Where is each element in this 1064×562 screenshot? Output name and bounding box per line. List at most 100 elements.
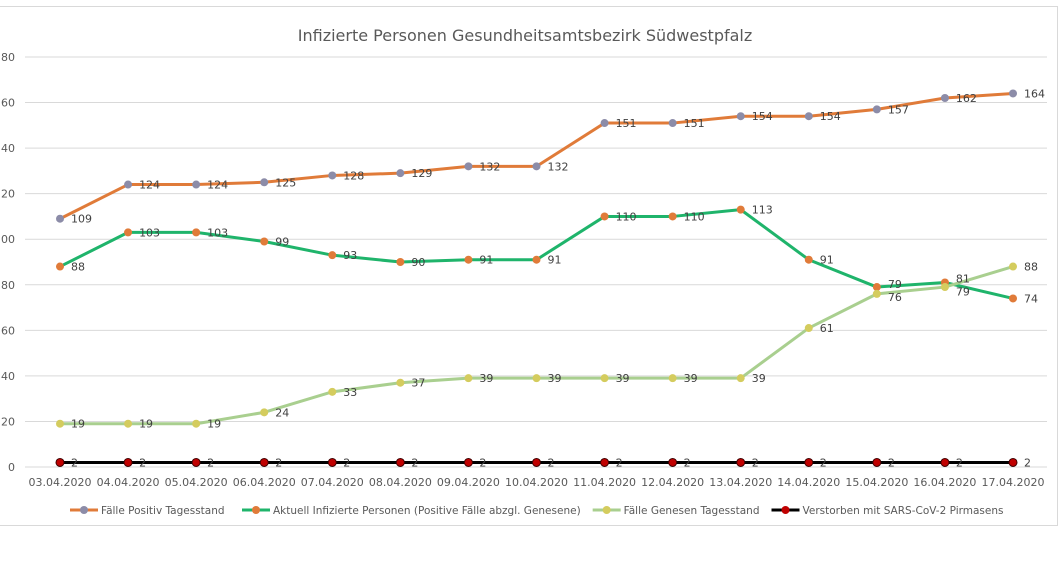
legend-item[interactable]: Fälle Positiv Tagesstand	[70, 505, 225, 517]
data-point	[804, 457, 814, 467]
data-point	[259, 457, 269, 467]
data-label: 103	[207, 226, 228, 239]
data-point	[804, 255, 813, 264]
data-point	[1009, 262, 1017, 271]
legend-label: Aktuell Infizierte Personen (Positive Fä…	[273, 505, 581, 517]
legend: Fälle Positiv Tagesstand Aktuell Infizier…	[70, 505, 1003, 517]
data-point	[532, 457, 541, 467]
data-point	[260, 178, 269, 187]
data-label: 61	[820, 322, 834, 335]
data-point	[328, 171, 337, 180]
data-point	[123, 457, 133, 467]
line-chart: Infizierte Personen Gesundheitsamtsbezir…	[0, 26, 1047, 517]
data-label: 124	[139, 179, 160, 192]
legend-marker-icon	[602, 506, 611, 514]
series-lines	[55, 89, 1018, 467]
data-point	[600, 374, 609, 383]
data-point	[463, 457, 473, 467]
legend-item[interactable]: Aktuell Infizierte Personen (Positive Fä…	[242, 505, 581, 517]
data-point	[668, 119, 677, 128]
data-point	[940, 94, 949, 102]
data-point	[940, 457, 950, 467]
x-axis-ticks: 03.04.2020 04.04.2020 05.04.2020 06.04.2020…	[29, 476, 1045, 489]
data-point	[328, 387, 337, 396]
data-point	[56, 419, 64, 428]
legend-item[interactable]: Verstorben mit SARS-CoV-2 Pirmasens	[771, 505, 1004, 517]
data-label: 91	[479, 254, 493, 267]
x-tick-label: 17.04.2020	[982, 476, 1045, 489]
series-1	[56, 205, 1017, 303]
x-tick-label: 06.04.2020	[233, 476, 296, 489]
data-point	[56, 214, 64, 223]
data-label: 2	[548, 456, 555, 469]
data-label: 164	[1024, 87, 1045, 100]
data-label: 109	[71, 213, 92, 226]
data-label: 2	[752, 456, 759, 469]
data-point	[192, 228, 201, 237]
data-point	[1008, 457, 1018, 467]
x-tick-label: 07.04.2020	[301, 476, 364, 489]
data-label: 2	[820, 456, 827, 469]
data-point	[532, 374, 541, 383]
data-label: 151	[616, 117, 637, 130]
x-tick-label: 09.04.2020	[437, 476, 500, 489]
x-tick-label: 11.04.2020	[573, 476, 636, 489]
y-tick-label: 20	[1, 415, 15, 428]
legend-marker-icon	[781, 506, 790, 514]
data-label: 39	[616, 372, 630, 385]
data-label: 110	[616, 210, 637, 223]
series-3	[55, 457, 1018, 467]
y-tick-label: 160	[0, 97, 15, 110]
data-label: 113	[752, 204, 773, 217]
data-point	[328, 251, 337, 260]
y-tick-label: 60	[1, 324, 15, 337]
data-point	[396, 378, 405, 387]
legend-marker-icon	[252, 506, 260, 514]
data-label: 93	[343, 249, 357, 262]
data-label: 2	[684, 456, 691, 469]
data-label: 129	[411, 167, 432, 180]
data-label: 39	[684, 372, 698, 385]
data-labels: 109 88 19 2 124 103 19 2 124 103 19 2 125 99 24 2 128 93 3…	[71, 87, 1045, 469]
legend-item[interactable]: Fälle Genesen Tagesstand	[592, 505, 760, 517]
legend-label: Fälle Positiv Tagesstand	[101, 505, 225, 517]
data-point	[396, 169, 405, 178]
data-point	[56, 262, 64, 271]
data-point	[872, 283, 881, 292]
data-label: 39	[479, 372, 493, 385]
data-point	[464, 374, 473, 383]
x-tick-label: 04.04.2020	[97, 476, 160, 489]
data-label: 37	[411, 377, 425, 390]
x-tick-label: 05.04.2020	[165, 476, 228, 489]
x-tick-label: 03.04.2020	[29, 476, 92, 489]
series-line	[59, 91, 1014, 221]
data-point	[260, 237, 269, 246]
data-point	[1009, 89, 1017, 98]
data-point	[464, 162, 473, 171]
series-0	[56, 89, 1017, 223]
data-label: 125	[275, 176, 296, 189]
data-label: 76	[888, 291, 902, 304]
data-label: 2	[275, 456, 282, 469]
x-tick-label: 08.04.2020	[369, 476, 432, 489]
x-tick-label: 12.04.2020	[641, 476, 704, 489]
legend-label: Verstorben mit SARS-CoV-2 Pirmasens	[803, 505, 1004, 517]
data-point	[668, 212, 677, 221]
x-tick-label: 10.04.2020	[505, 476, 568, 489]
data-point	[124, 228, 133, 237]
data-point	[1009, 294, 1017, 303]
y-tick-label: 120	[0, 188, 15, 201]
x-tick-label: 16.04.2020	[913, 476, 976, 489]
data-label: 2	[207, 456, 214, 469]
data-point	[804, 324, 813, 333]
data-label: 110	[684, 210, 705, 223]
x-tick-label: 13.04.2020	[709, 476, 772, 489]
data-label: 151	[684, 117, 705, 130]
data-point	[55, 457, 65, 467]
data-point	[191, 457, 201, 467]
y-tick-label: 40	[1, 370, 15, 383]
data-label: 2	[343, 456, 350, 469]
legend-label: Fälle Genesen Tagesstand	[624, 505, 760, 517]
data-label: 74	[1024, 292, 1038, 305]
y-tick-label: 140	[0, 142, 15, 155]
